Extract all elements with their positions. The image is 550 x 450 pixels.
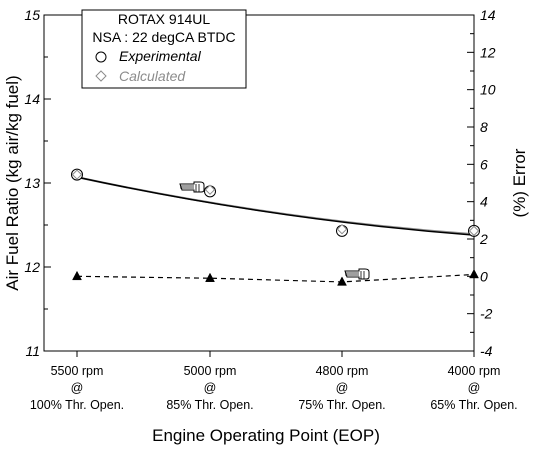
hand-pointer-icon <box>179 181 205 193</box>
right-tick-label: 10 <box>480 82 496 98</box>
right-tick-label: 14 <box>480 7 496 23</box>
x-tick-label: 75% Thr. Open. <box>298 398 385 412</box>
legend-box <box>81 9 247 89</box>
legend-title-line-1: ROTAX 914UL <box>118 11 211 27</box>
x-tick-label: 5500 rpm <box>51 364 104 378</box>
left-tick-label: 12 <box>24 259 40 275</box>
right-tick-label: -2 <box>480 306 493 322</box>
legend-label-experimental: Experimental <box>119 48 202 64</box>
x-tick-label: 4800 rpm <box>316 364 369 378</box>
right-tick-label: 2 <box>479 231 488 247</box>
right-tick-label: 8 <box>480 119 488 135</box>
y-axis-title-left: Air Fuel Ratio (kg air/kg fuel) <box>3 75 22 290</box>
right-tick-label: 6 <box>480 156 488 172</box>
x-tick-label: 65% Thr. Open. <box>430 398 517 412</box>
calculated-point <box>204 184 216 195</box>
error-point <box>72 270 82 281</box>
right-tick-label: 12 <box>480 44 496 60</box>
trend-curve <box>76 176 475 236</box>
right-axis-ticks: -4 -2 0 2 4 6 8 10 12 14 <box>467 7 496 359</box>
right-tick-label: 0 <box>480 268 488 284</box>
x-tick-label: @ <box>468 381 481 395</box>
y-axis-title-right: (%) Error <box>510 148 529 217</box>
trend-lines <box>76 176 475 283</box>
x-tick-label: @ <box>71 381 84 395</box>
x-tick-label: @ <box>336 381 349 395</box>
x-tick-label: 5000 rpm <box>184 364 237 378</box>
x-tick-label: 85% Thr. Open. <box>166 398 253 412</box>
error-point <box>337 276 347 286</box>
x-tick-label: @ <box>204 381 217 395</box>
x-axis-ticks: 5500 rpm @100% Thr. Open. 5000 rpm @85% Thr… <box>30 351 518 412</box>
calculated-point <box>468 225 480 237</box>
trend-curve <box>76 176 475 236</box>
left-tick-label: 14 <box>24 91 40 107</box>
legend-circle-marker <box>95 51 107 63</box>
error-line <box>76 273 475 283</box>
legend-diamond-marker <box>95 70 107 82</box>
calculated-point <box>336 223 348 235</box>
right-tick-label: 4 <box>480 194 488 210</box>
x-axis-title: Engine Operating Point (EOP) <box>152 426 380 445</box>
data-markers <box>71 168 480 286</box>
hand-pointer-icon <box>344 268 370 280</box>
error-point <box>205 272 215 282</box>
x-tick-label: 100% Thr. Open. <box>30 398 124 412</box>
x-tick-label: 4000 rpm <box>448 364 501 378</box>
legend-label-calculated: Calculated <box>119 68 186 84</box>
legend: ROTAX 914UL NSA : 22 degCA BTDC Experime… <box>81 9 247 89</box>
calculated-point <box>71 169 83 180</box>
left-tick-label: 13 <box>24 175 40 191</box>
left-tick-label: 11 <box>25 343 40 359</box>
left-tick-label: 15 <box>24 7 40 23</box>
error-point <box>469 268 479 279</box>
left-axis-ticks: 11 12 13 14 15 <box>24 7 51 359</box>
legend-title-line-2: NSA : 22 degCA BTDC <box>92 29 235 45</box>
right-tick-label: -4 <box>480 343 493 359</box>
